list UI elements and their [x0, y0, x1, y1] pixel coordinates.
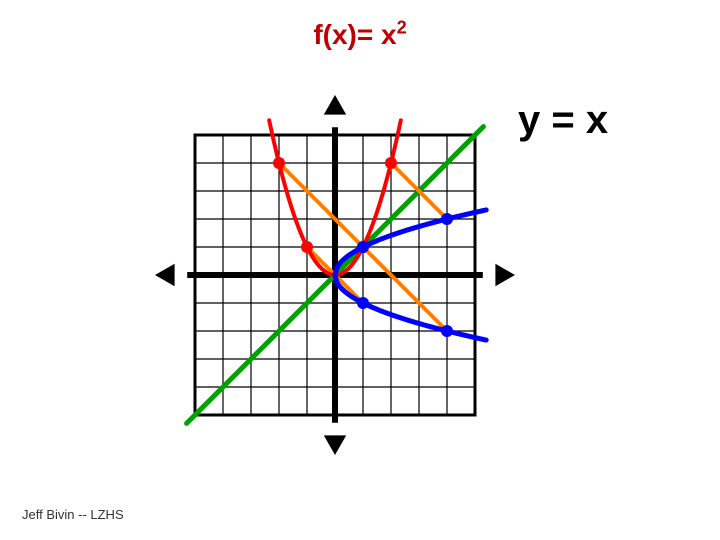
title-fx: f(x)= x2 — [313, 19, 406, 50]
line-yx-label: y = x — [518, 98, 608, 143]
coordinate-plot — [150, 60, 520, 490]
chart-title: f(x)= x2 — [0, 18, 720, 51]
title-exponent: 2 — [397, 18, 407, 38]
author-footer: Jeff Bivin -- LZHS — [22, 507, 124, 522]
title-prefix: f(x)= x — [313, 19, 396, 50]
